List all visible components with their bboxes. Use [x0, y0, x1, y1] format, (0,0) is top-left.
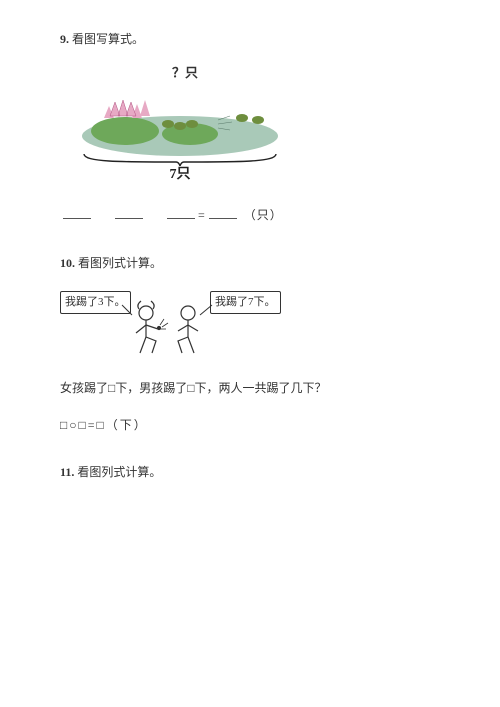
page: 9. 看图写算式。 ？只: [0, 0, 500, 540]
problem-9-number: 9.: [60, 32, 69, 46]
frog-figure: ？只: [80, 63, 280, 186]
problem-10-title: 10. 看图列式计算。: [60, 254, 440, 273]
problem-10-question: 女孩踢了□下，男孩踢了□下，两人一共踢了几下？: [60, 379, 440, 398]
problem-10-formula: □○□=□（下）: [60, 416, 440, 435]
problem-10: 10. 看图列式计算。 我踢了3下。 我踢了7下。: [60, 254, 440, 436]
pond-illustration: [80, 86, 280, 156]
problem-9: 9. 看图写算式。 ？只: [60, 30, 440, 226]
problem-11-text: 看图列式计算。: [77, 465, 161, 479]
total-label: 7只: [80, 164, 280, 186]
problem-10-number: 10.: [60, 256, 75, 270]
blank[interactable]: [209, 206, 237, 219]
problem-11: 11. 看图列式计算。: [60, 463, 440, 482]
problem-11-title: 11. 看图列式计算。: [60, 463, 440, 482]
blank[interactable]: [63, 206, 91, 219]
problem-9-text: 看图写算式。: [72, 32, 144, 46]
kick-figure: 我踢了3下。 我踢了7下。: [60, 285, 320, 365]
blank[interactable]: [115, 206, 143, 219]
unknown-count-label: ？只: [80, 63, 280, 84]
problem-11-number: 11.: [60, 465, 74, 479]
problem-10-text: 看图列式计算。: [78, 256, 162, 270]
unit-9: （只）: [244, 208, 283, 222]
problem-9-title: 9. 看图写算式。: [60, 30, 440, 49]
blank[interactable]: [167, 206, 195, 219]
answer-line-9: = （只）: [60, 206, 440, 225]
